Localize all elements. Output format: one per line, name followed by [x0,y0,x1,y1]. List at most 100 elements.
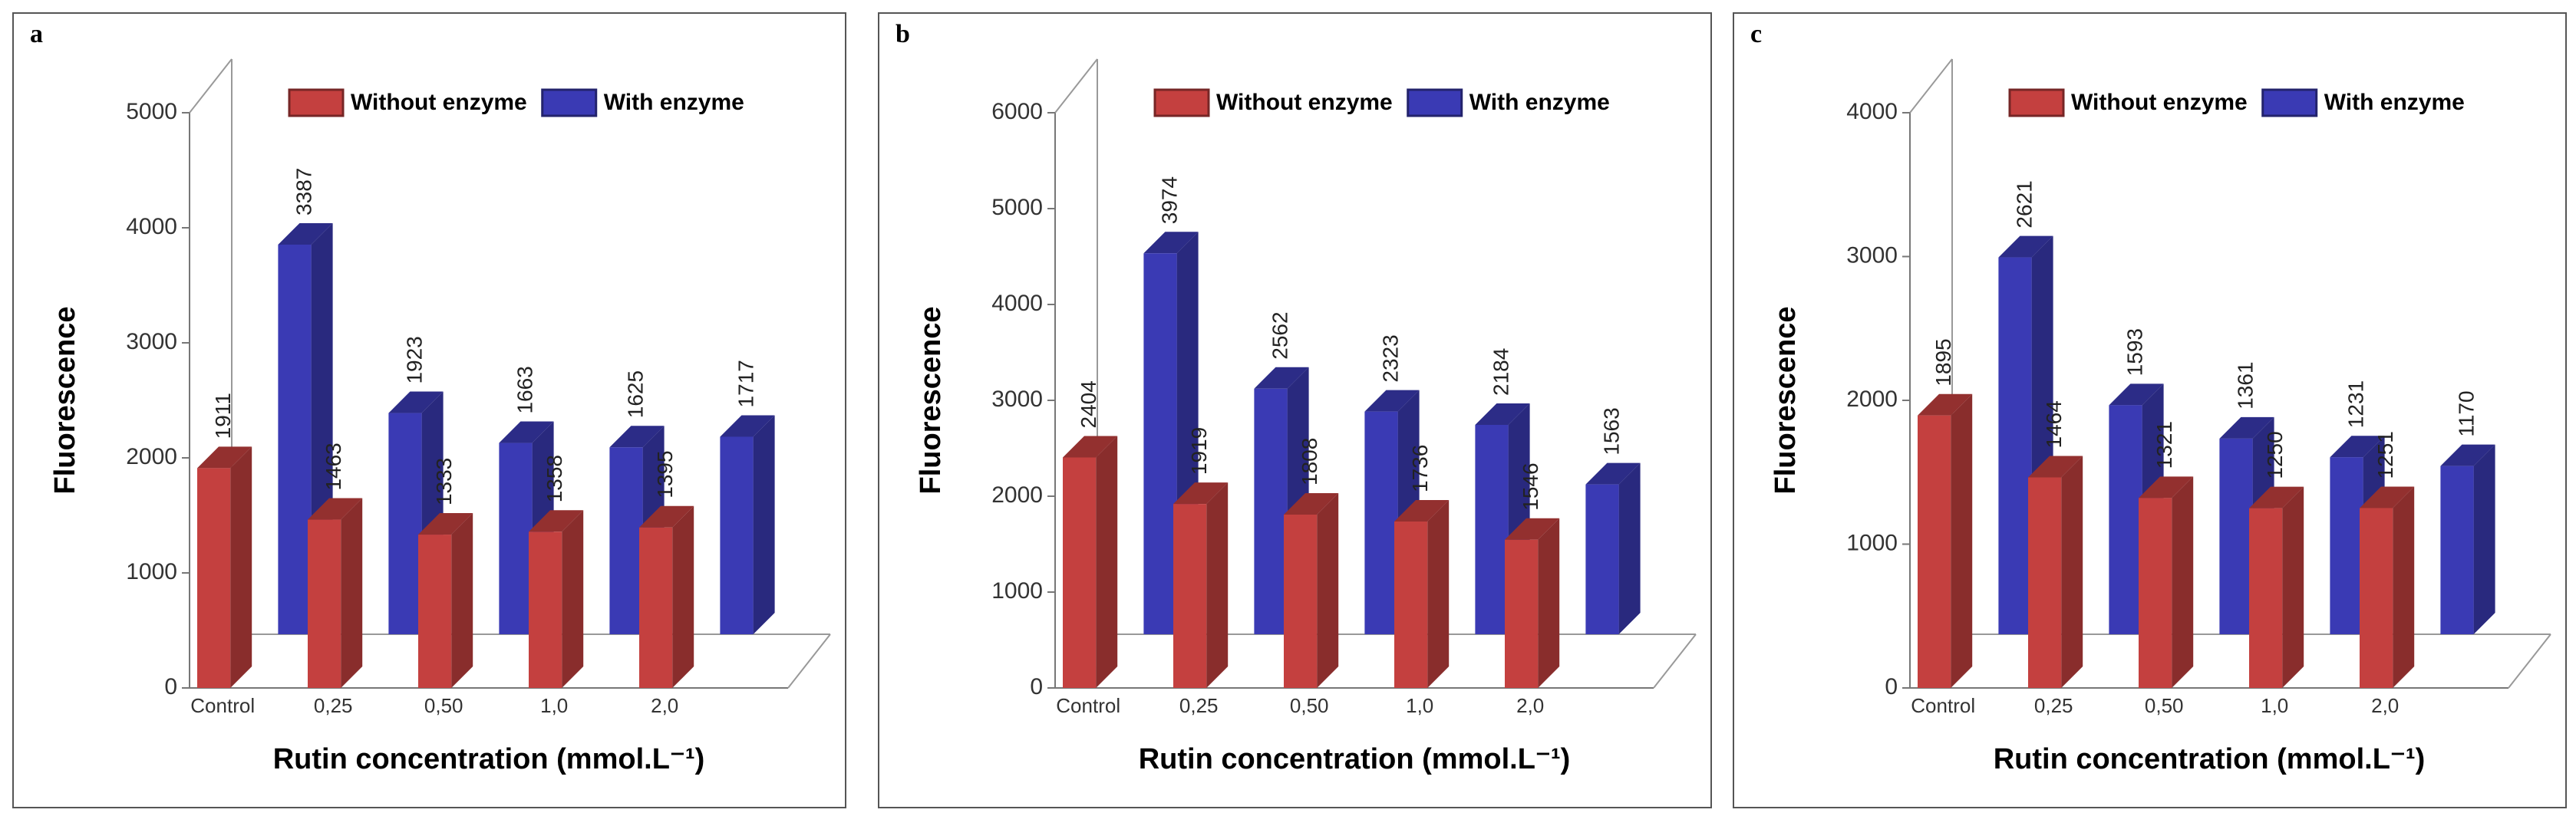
legend-label: With enzyme [1469,90,1610,115]
value-label: 3974 [1157,176,1181,224]
y-tick-label: 3000 [1846,242,1898,268]
bar [2440,444,2495,634]
x-tick-label: 0,25 [1179,694,1219,717]
bar [2028,456,2083,688]
bar-side [1427,500,1450,688]
value-label: 1463 [322,443,345,490]
bar-top [1505,518,1560,540]
legend-swatch [2261,88,2318,117]
bar-top [1173,482,1229,505]
bar-front [2440,466,2474,634]
y-tick-label: 5000 [991,195,1043,220]
legend-label: Without enzyme [1216,90,1393,115]
bar-front [2028,477,2062,688]
bar-front [1918,415,1951,688]
y-tick-label: 6000 [991,99,1043,124]
y-tick-label: 1000 [126,559,177,584]
bar [1173,482,1229,688]
bar-top [1063,436,1118,458]
bar [2109,383,2164,634]
x-tick-label: 1,0 [1406,694,1433,717]
bar [1063,436,1118,688]
bar [2139,476,2194,688]
bar-front [1364,411,1398,634]
x-tick-label: 2,0 [2371,694,2399,717]
bar-side [1618,462,1641,634]
value-label: 1358 [543,455,566,502]
bar [720,415,775,634]
bar-front [2249,508,2283,688]
y-tick-label: 0 [1030,674,1043,699]
x-tick-label: Control [190,694,255,717]
x-axis-title: Rutin concentration (mmol.L⁻¹) [1994,743,2426,775]
bar-side [1951,393,1973,688]
x-tick-label: 0,50 [1290,694,1329,717]
value-label: 1663 [513,366,536,413]
bar-top [1284,493,1339,515]
x-tick-label: Control [1056,694,1120,717]
bar-front [278,244,312,634]
legend-swatch [288,88,345,117]
x-tick-label: Control [1911,694,1975,717]
value-label: 3387 [292,168,315,216]
bar-top [418,513,473,535]
value-label: 1911 [211,393,235,439]
value-label: 1464 [2042,400,2066,448]
bar-top [609,426,665,448]
bar-top [2109,383,2164,406]
bar-front [2139,498,2172,688]
y-tick-label: 2000 [126,444,177,469]
y-tick-label: 3000 [126,329,177,354]
value-label: 1333 [432,458,456,505]
value-label: 2404 [1077,380,1100,428]
value-label: 1231 [2343,380,2367,428]
bar-front [197,468,231,688]
value-label: 1321 [2152,421,2176,469]
legend-swatch [1153,88,1210,117]
bar-top [1143,232,1199,254]
bar [1505,518,1560,688]
bar-top [1394,500,1450,522]
bar [2360,486,2415,688]
legend-swatch [1407,88,1463,117]
value-label: 1546 [1519,462,1542,510]
legend-swatch [541,88,598,117]
x-tick-label: 0,25 [314,694,353,717]
bar-side [753,415,775,634]
bar-top [499,421,554,443]
value-label: 1361 [2233,362,2257,410]
depth-edge [1653,633,1697,689]
bar [529,510,584,688]
bar-side [1096,436,1118,688]
bar [388,391,444,634]
y-tick-label: 5000 [126,99,177,124]
depth-edge [189,58,233,114]
panel: b 0 1000 2000 3000 4000 5000 6000 Fluorescence Ru… [878,12,1712,808]
bar-side [562,510,584,688]
bar [1918,393,1973,688]
bar [2249,486,2304,688]
bar-side [1206,482,1229,688]
y-axis-title: Fluorescence [915,307,947,495]
bar-front [388,413,422,634]
y-tick-label: 4000 [991,291,1043,316]
legend-swatch [2008,88,2065,117]
y-tick-label: 2000 [1846,387,1898,412]
bar-top [639,505,694,528]
bar-front [1063,457,1097,688]
bar-front [1143,253,1177,634]
bar-side [1538,518,1560,688]
bar-side [2172,476,2194,688]
x-tick-label: 2,0 [651,694,678,717]
bar [1585,462,1641,634]
legend-label: Without enzyme [2071,90,2248,115]
y-tick-label: 4000 [1846,99,1898,124]
bar-side [2061,456,2083,688]
value-label: 1625 [623,370,647,418]
panel-label: c [1750,20,1762,48]
panel: c 0 1000 2000 3000 4000 Fluorescence Rutin conc… [1733,12,2567,808]
bar-top [1364,390,1420,412]
bar-front [308,519,341,688]
y-axis-title: Fluorescence [49,307,81,495]
